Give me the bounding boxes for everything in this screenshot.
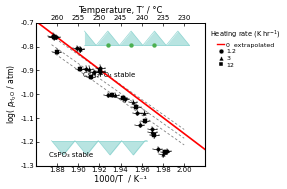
Text: CsPO₃ stable: CsPO₃ stable: [49, 152, 93, 158]
Point: [129, 43, 133, 46]
Text: CsH₂PO₄ stable: CsH₂PO₄ stable: [83, 72, 135, 78]
Point: [152, 43, 156, 46]
X-axis label: 1000/T  / K⁻¹: 1000/T / K⁻¹: [94, 174, 147, 184]
Point: [106, 43, 110, 46]
Legend: 0  extrapolated, 1.2, 3, 12: 0 extrapolated, 1.2, 3, 12: [210, 29, 281, 67]
Y-axis label: log( $p_{\mathrm{H_2O}}$ / atm): log( $p_{\mathrm{H_2O}}$ / atm): [5, 64, 19, 124]
X-axis label: Temperature, T’ / °C: Temperature, T’ / °C: [78, 5, 163, 15]
